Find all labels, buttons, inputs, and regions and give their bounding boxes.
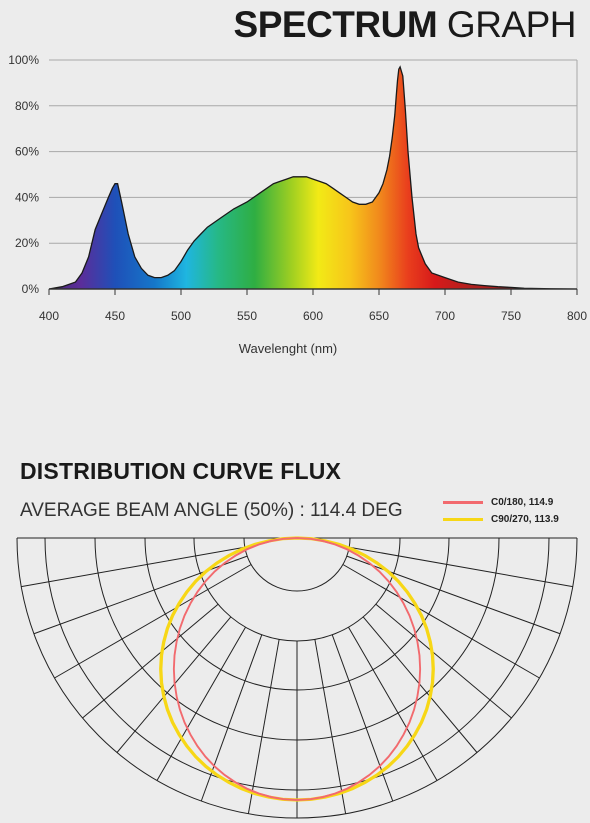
polar-spoke xyxy=(82,603,219,719)
spectrum-chart: 0% 20% 40% 60% 80% 100% 400 450 500 550 600 650 700 7… xyxy=(8,53,587,356)
polar-grid xyxy=(16,537,578,819)
distribution-title: DISTRIBUTION CURVE FLUX xyxy=(20,458,342,484)
y-tick-label: 20% xyxy=(15,236,39,250)
y-tick-label: 80% xyxy=(15,99,39,113)
y-tick-label: 40% xyxy=(15,190,39,204)
polar-spoke xyxy=(342,564,540,679)
polar-spoke xyxy=(33,555,248,635)
page-title: SPECTRUM GRAPH xyxy=(233,4,577,46)
legend-label-c0: C0/180, 114.9 xyxy=(491,497,554,508)
polar-arc xyxy=(193,537,401,642)
legend-swatch-c0 xyxy=(443,501,483,504)
title-bold: SPECTRUM xyxy=(233,4,438,45)
x-tick-label: 750 xyxy=(501,309,521,323)
x-tick-label: 450 xyxy=(105,309,125,323)
polar-spoke xyxy=(349,546,573,588)
spectrum-area xyxy=(48,65,578,290)
polar-legend: C0/180, 114.9 C90/270, 113.9 xyxy=(443,494,559,528)
legend-item-c90: C90/270, 113.9 xyxy=(443,511,559,528)
x-tick-label: 700 xyxy=(435,309,455,323)
x-tick-label: 650 xyxy=(369,309,389,323)
beam-angle-text: AVERAGE BEAM ANGLE (50%) : 114.4 DEG xyxy=(20,500,403,521)
legend-item-c0: C0/180, 114.9 xyxy=(443,494,559,511)
polar-spoke xyxy=(314,639,347,814)
spectrum-axes: 0% 20% 40% 60% 80% 100% 400 450 500 550 600 650 700 7… xyxy=(8,53,587,323)
polar-spoke xyxy=(21,546,245,588)
x-axis-label: Wavelenght (nm) xyxy=(239,341,338,356)
y-tick-label: 100% xyxy=(8,53,39,67)
curve-c0-180 xyxy=(172,537,422,802)
x-tick-label: 550 xyxy=(237,309,257,323)
polar-spoke xyxy=(54,564,252,679)
polar-spoke xyxy=(200,634,263,802)
legend-label-c90: C90/270, 113.9 xyxy=(491,514,559,525)
x-tick-label: 500 xyxy=(171,309,191,323)
polar-spoke xyxy=(375,603,512,719)
polar-spoke xyxy=(156,626,246,781)
polar-curves xyxy=(159,536,435,802)
spectrum-grid xyxy=(49,59,578,289)
y-tick-label: 0% xyxy=(22,282,40,296)
x-tick-label: 800 xyxy=(567,309,587,323)
x-tick-label: 400 xyxy=(39,309,59,323)
title-light: GRAPH xyxy=(446,4,577,45)
polar-spoke xyxy=(346,555,561,635)
polar-spoke xyxy=(331,634,394,802)
y-tick-label: 60% xyxy=(15,145,39,159)
polar-chart xyxy=(16,536,578,819)
polar-spoke xyxy=(247,639,280,814)
x-tick-label: 600 xyxy=(303,309,323,323)
polar-arc xyxy=(243,537,351,592)
legend-swatch-c90 xyxy=(443,518,483,521)
polar-spoke xyxy=(348,626,438,781)
